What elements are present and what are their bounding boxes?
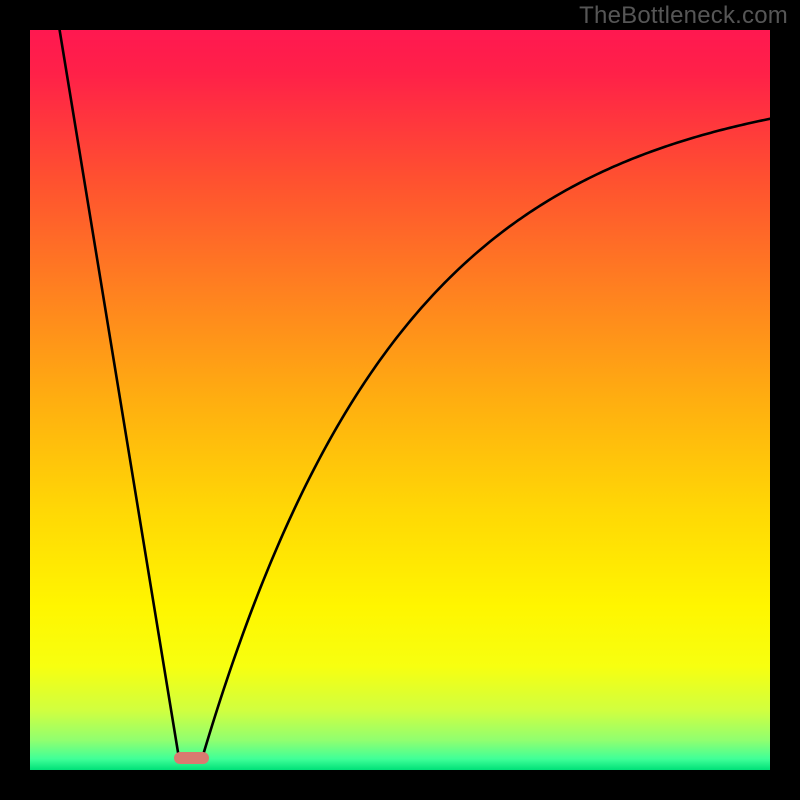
plot-svg	[30, 30, 770, 770]
gradient-background	[30, 30, 770, 770]
bottleneck-marker	[174, 752, 210, 765]
chart-frame: TheBottleneck.com	[0, 0, 800, 800]
watermark-text: TheBottleneck.com	[579, 2, 788, 30]
plot-area	[30, 30, 770, 770]
